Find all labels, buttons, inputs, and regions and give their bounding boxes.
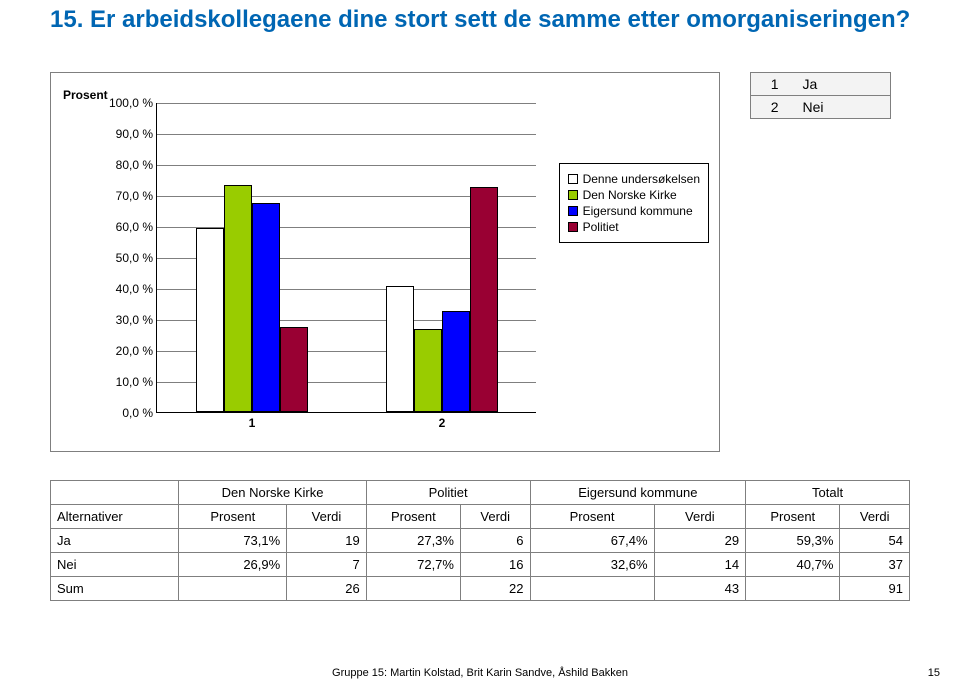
table-cell bbox=[530, 577, 654, 601]
chart-bar bbox=[280, 327, 308, 412]
x-tick-label: 2 bbox=[439, 416, 446, 430]
y-tick-label: 40,0 % bbox=[116, 282, 153, 296]
answer-legend-label: Ja bbox=[791, 73, 891, 96]
y-tick-label: 10,0 % bbox=[116, 375, 153, 389]
chart-bar bbox=[470, 187, 498, 412]
table-cell: 54 bbox=[840, 529, 910, 553]
legend-swatch bbox=[568, 206, 578, 216]
table-group-header: Eigersund kommune bbox=[530, 481, 746, 505]
table-sub-header: Prosent bbox=[366, 505, 460, 529]
legend-swatch bbox=[568, 190, 578, 200]
table-cell: 43 bbox=[654, 577, 746, 601]
legend-row: Eigersund kommune bbox=[568, 204, 700, 218]
table-cell bbox=[179, 577, 287, 601]
table-cell: 59,3% bbox=[746, 529, 840, 553]
table-cell: 27,3% bbox=[366, 529, 460, 553]
table-cell: 67,4% bbox=[530, 529, 654, 553]
chart-bar bbox=[386, 286, 414, 412]
y-tick-label: 80,0 % bbox=[116, 158, 153, 172]
legend-label: Politiet bbox=[583, 220, 619, 234]
table-cell: 22 bbox=[460, 577, 530, 601]
legend-row: Den Norske Kirke bbox=[568, 188, 700, 202]
chart-bar bbox=[196, 228, 224, 412]
gridline bbox=[157, 134, 536, 135]
table-group-header: Politiet bbox=[366, 481, 530, 505]
legend-row: Politiet bbox=[568, 220, 700, 234]
table-cell: 19 bbox=[287, 529, 367, 553]
table-cell: 26 bbox=[287, 577, 367, 601]
x-tick-label: 1 bbox=[249, 416, 256, 430]
table-row-label: Ja bbox=[51, 529, 179, 553]
footer-text: Gruppe 15: Martin Kolstad, Brit Karin Sa… bbox=[0, 667, 960, 679]
page-number: 15 bbox=[928, 667, 940, 679]
legend-swatch bbox=[568, 174, 578, 184]
answer-legend-num: 1 bbox=[751, 73, 791, 96]
table-corner-label: Alternativer bbox=[51, 505, 179, 529]
table-sub-header: Verdi bbox=[840, 505, 910, 529]
y-tick-label: 60,0 % bbox=[116, 220, 153, 234]
table-cell: 14 bbox=[654, 553, 746, 577]
table-group-header: Den Norske Kirke bbox=[179, 481, 366, 505]
table-group-header: Totalt bbox=[746, 481, 910, 505]
y-tick-label: 30,0 % bbox=[116, 313, 153, 327]
y-tick-label: 50,0 % bbox=[116, 251, 153, 265]
table-row-label: Sum bbox=[51, 577, 179, 601]
table-cell: 7 bbox=[287, 553, 367, 577]
chart-plot: 0,0 %10,0 %20,0 %30,0 %40,0 %50,0 %60,0 … bbox=[156, 103, 536, 413]
table-cell: 29 bbox=[654, 529, 746, 553]
y-tick-label: 90,0 % bbox=[116, 127, 153, 141]
chart-bar bbox=[414, 329, 442, 412]
table-cell: 26,9% bbox=[179, 553, 287, 577]
page-title: 15. Er arbeidskollegaene dine stort sett… bbox=[50, 6, 910, 34]
table-cell: 40,7% bbox=[746, 553, 840, 577]
table-cell: 72,7% bbox=[366, 553, 460, 577]
table-sub-header: Prosent bbox=[530, 505, 654, 529]
table-sub-header: Verdi bbox=[287, 505, 367, 529]
gridline bbox=[157, 103, 536, 104]
y-tick-label: 0,0 % bbox=[122, 406, 153, 420]
answer-legend-label: Nei bbox=[791, 96, 891, 119]
table-cell: 37 bbox=[840, 553, 910, 577]
legend-label: Denne undersøkelsen bbox=[583, 172, 700, 186]
table-cell: 32,6% bbox=[530, 553, 654, 577]
answer-legend-num: 2 bbox=[751, 96, 791, 119]
chart-bar bbox=[224, 185, 252, 412]
legend-row: Denne undersøkelsen bbox=[568, 172, 700, 186]
answer-legend: 1 Ja 2 Nei bbox=[750, 72, 891, 119]
table-sub-header: Verdi bbox=[654, 505, 746, 529]
table-cell: 91 bbox=[840, 577, 910, 601]
y-tick-label: 70,0 % bbox=[116, 189, 153, 203]
legend-label: Eigersund kommune bbox=[583, 204, 693, 218]
chart-bar bbox=[252, 203, 280, 412]
table-cell: 16 bbox=[460, 553, 530, 577]
y-tick-label: 20,0 % bbox=[116, 344, 153, 358]
table-corner bbox=[51, 481, 179, 505]
table-sub-header: Prosent bbox=[179, 505, 287, 529]
chart-legend: Denne undersøkelsen Den Norske Kirke Eiger… bbox=[559, 163, 709, 243]
table-sub-header: Verdi bbox=[460, 505, 530, 529]
chart: Prosent 0,0 %10,0 %20,0 %30,0 %40,0 %50,… bbox=[50, 72, 720, 452]
table-cell: 6 bbox=[460, 529, 530, 553]
y-tick-label: 100,0 % bbox=[109, 96, 153, 110]
table-cell bbox=[746, 577, 840, 601]
gridline bbox=[157, 165, 536, 166]
chart-bar bbox=[442, 311, 470, 412]
legend-label: Den Norske Kirke bbox=[583, 188, 677, 202]
table-cell bbox=[366, 577, 460, 601]
table-row-label: Nei bbox=[51, 553, 179, 577]
table-cell: 73,1% bbox=[179, 529, 287, 553]
legend-swatch bbox=[568, 222, 578, 232]
data-table: Den Norske KirkePolitietEigersund kommun… bbox=[50, 480, 910, 601]
y-axis-title: Prosent bbox=[63, 88, 108, 102]
table-sub-header: Prosent bbox=[746, 505, 840, 529]
